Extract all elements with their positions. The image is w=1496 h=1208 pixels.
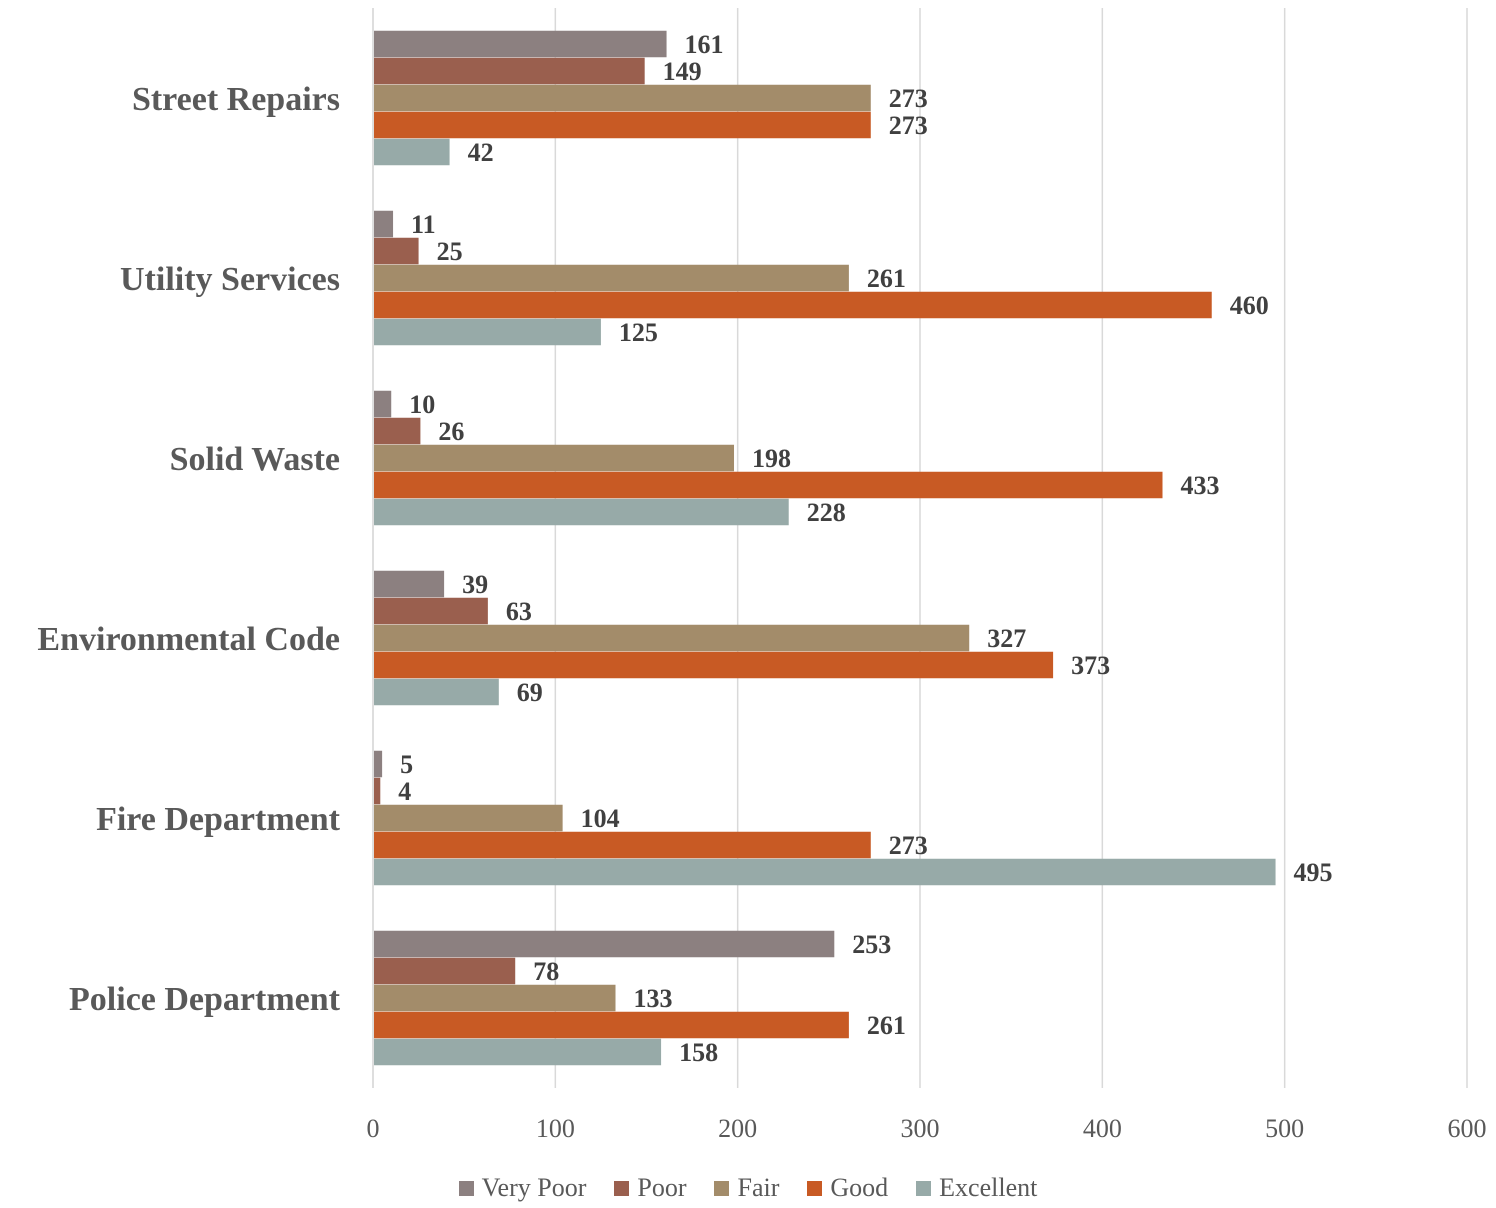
bar xyxy=(374,930,835,958)
bar xyxy=(374,750,383,778)
x-tick-label: 0 xyxy=(367,1114,380,1143)
bar xyxy=(374,138,450,166)
legend-label: Excellent xyxy=(939,1173,1038,1202)
x-tick-label: 200 xyxy=(718,1114,757,1143)
data-label: 133 xyxy=(634,984,673,1013)
category-labels: Street Repairs Utility Services Solid Wast… xyxy=(37,81,340,1018)
gridlines xyxy=(372,8,1468,1088)
legend-swatch xyxy=(807,1180,823,1196)
bar xyxy=(374,444,735,472)
category-label: Police Department xyxy=(69,981,341,1018)
data-label: 161 xyxy=(685,30,724,59)
legend-label: Poor xyxy=(637,1173,687,1202)
x-tick-label: 500 xyxy=(1265,1114,1304,1143)
bar xyxy=(374,264,849,292)
data-label: 273 xyxy=(889,111,928,140)
bar xyxy=(374,651,1054,679)
bar-chart: 1611492732734211252614601251026198433228… xyxy=(37,8,1487,1143)
data-label: 25 xyxy=(437,237,463,266)
bar xyxy=(374,84,871,112)
legend-item: Fair xyxy=(714,1173,779,1203)
x-tick-label: 100 xyxy=(536,1114,575,1143)
bar xyxy=(374,57,645,85)
data-label: 42 xyxy=(468,138,494,167)
bar xyxy=(374,831,871,859)
bar xyxy=(374,957,516,985)
x-tick-label: 600 xyxy=(1448,1114,1487,1143)
legend-swatch xyxy=(916,1180,932,1196)
data-label: 228 xyxy=(807,498,846,527)
bar xyxy=(374,804,563,832)
legend-item: Poor xyxy=(614,1173,686,1203)
data-label: 158 xyxy=(679,1038,718,1067)
bar xyxy=(374,318,601,346)
legend-label: Very Poor xyxy=(481,1173,587,1202)
legend-swatch xyxy=(714,1180,730,1196)
bar xyxy=(374,1011,849,1039)
bar xyxy=(374,597,488,625)
data-label: 78 xyxy=(533,957,559,986)
data-label: 495 xyxy=(1294,858,1333,887)
data-label: 433 xyxy=(1181,471,1220,500)
data-label: 10 xyxy=(409,390,435,419)
bar xyxy=(374,471,1163,499)
data-label: 104 xyxy=(581,804,620,833)
data-label: 327 xyxy=(987,624,1026,653)
category-label: Environmental Code xyxy=(37,621,340,658)
legend-swatch xyxy=(614,1180,630,1196)
legend-label: Good xyxy=(830,1173,889,1202)
bar xyxy=(374,624,970,652)
data-label: 69 xyxy=(517,678,543,707)
bar xyxy=(374,417,421,445)
data-label: 460 xyxy=(1230,291,1269,320)
data-label: 5 xyxy=(400,750,413,779)
legend-swatch xyxy=(458,1180,474,1196)
data-label: 253 xyxy=(852,930,891,959)
data-label: 261 xyxy=(867,1011,906,1040)
bar xyxy=(374,30,667,58)
bar xyxy=(374,570,445,598)
data-label: 11 xyxy=(411,210,436,239)
data-label: 373 xyxy=(1071,651,1110,680)
data-label: 63 xyxy=(506,597,532,626)
data-label: 273 xyxy=(889,84,928,113)
bar xyxy=(374,984,616,1012)
category-label: Utility Services xyxy=(120,261,340,298)
category-label: Solid Waste xyxy=(170,441,340,478)
x-tick-label: 400 xyxy=(1083,1114,1122,1143)
legend-item: Excellent xyxy=(916,1173,1037,1203)
x-axis-ticks: 0 100 200 300 400 500 600 xyxy=(367,1114,1487,1143)
bar xyxy=(374,858,1276,886)
legend-label: Fair xyxy=(737,1173,780,1202)
data-label: 39 xyxy=(462,570,488,599)
bar xyxy=(374,678,499,706)
legend-item: Good xyxy=(807,1173,888,1203)
data-label: 125 xyxy=(619,318,658,347)
bar xyxy=(374,390,392,418)
bar xyxy=(374,210,394,238)
bar xyxy=(374,237,419,265)
legend-item: Very Poor xyxy=(458,1173,587,1203)
data-label: 261 xyxy=(867,264,906,293)
data-label: 149 xyxy=(663,57,702,86)
data-label: 26 xyxy=(438,417,464,446)
bar xyxy=(374,291,1212,319)
x-tick-label: 300 xyxy=(901,1114,940,1143)
category-label: Fire Department xyxy=(96,801,341,838)
bar xyxy=(374,111,871,139)
bar xyxy=(374,1038,662,1066)
bars xyxy=(374,30,1276,1066)
category-label: Street Repairs xyxy=(132,81,340,118)
value-labels: 1611492732734211252614601251026198433228… xyxy=(398,30,1332,1067)
bar xyxy=(374,498,789,526)
data-label: 273 xyxy=(889,831,928,860)
bar xyxy=(374,777,381,805)
legend: Very Poor Poor Fair Good Excellent xyxy=(0,1168,1496,1208)
data-label: 4 xyxy=(398,777,411,806)
data-label: 198 xyxy=(752,444,791,473)
